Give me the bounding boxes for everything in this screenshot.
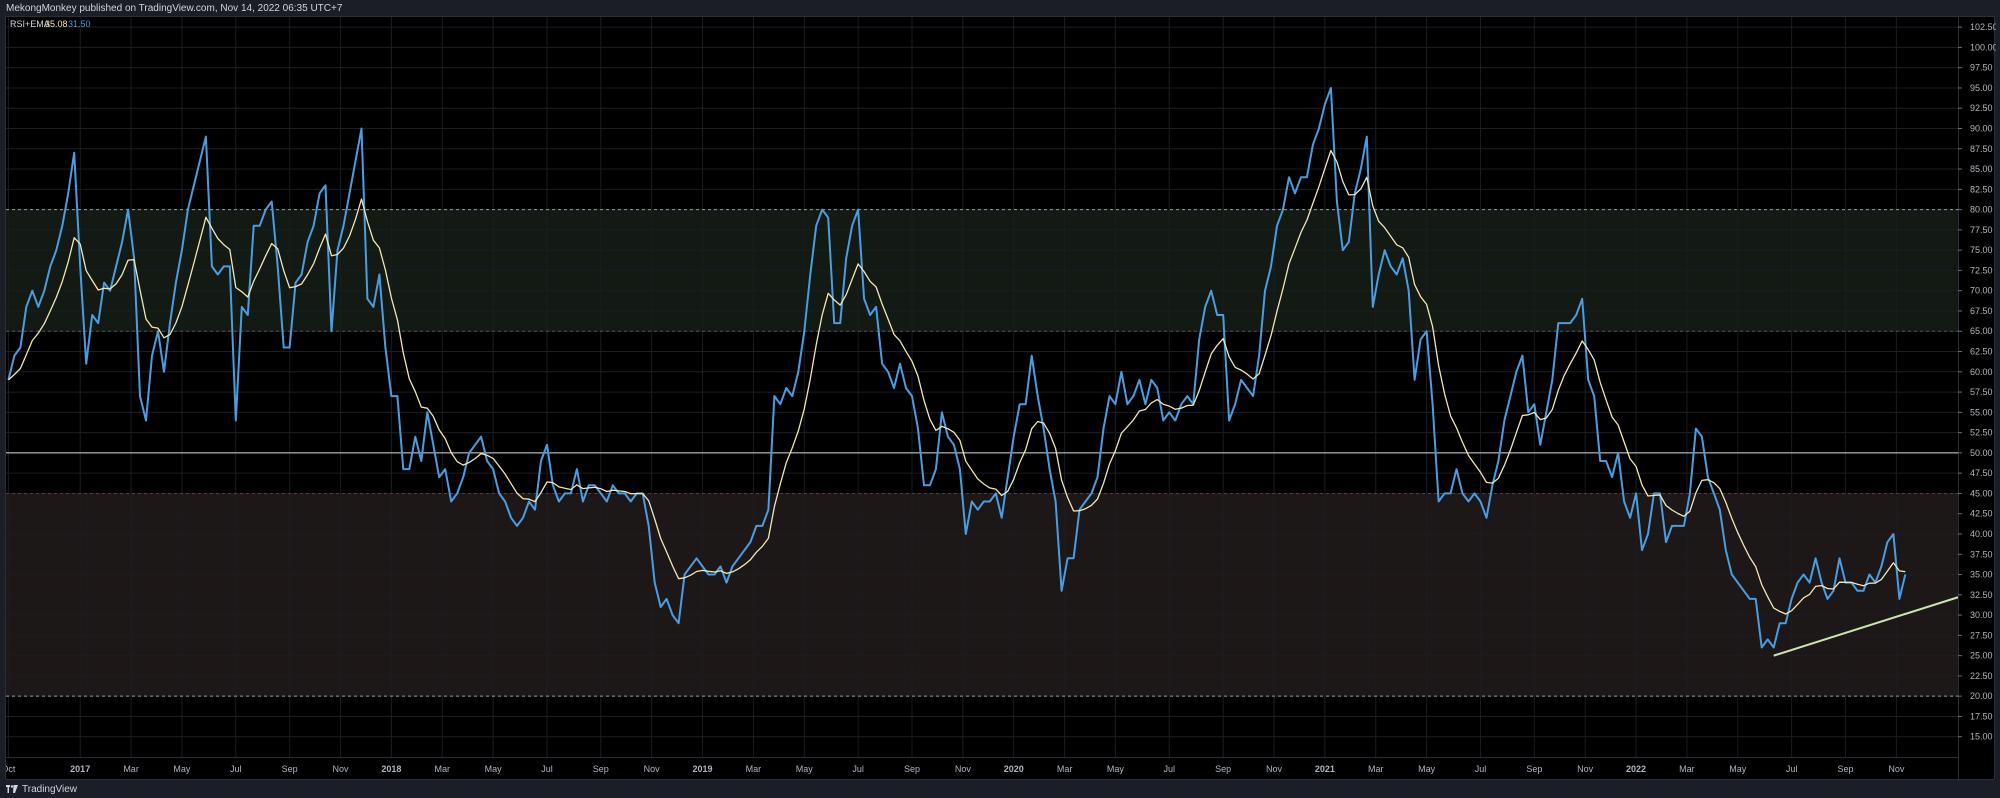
footer: TradingView [6, 782, 77, 796]
legend-ema-value: 31.50 [68, 19, 91, 29]
x-tick-label-35: Sep [1837, 764, 1853, 774]
x-tick-label-17: Sep [904, 764, 920, 774]
y-tick-label-4: 25.00 [1970, 651, 1993, 661]
x-tick-label-3: May [173, 764, 191, 774]
rsi-chart[interactable]: 15.00 17.50 20.00 22.50 25.00 27.50 30.00 32.50… [6, 17, 1996, 781]
x-tick-label-23: Sep [1215, 764, 1231, 774]
x-tick-label-21: May [1107, 764, 1125, 774]
y-tick-label-6: 30.00 [1970, 610, 1993, 620]
x-tick-label-0: Oct [6, 764, 16, 774]
x-axis: Oct 2017 Mar May Jul Sep Nov 2018 Mar May Jul Sep No… [6, 757, 1958, 774]
y-tick-label-22: 70.00 [1970, 286, 1993, 296]
x-tick-label-26: Mar [1368, 764, 1384, 774]
x-tick-label-8: Mar [434, 764, 450, 774]
y-tick-label-11: 42.50 [1970, 509, 1993, 519]
x-tick-label-19: 2020 [1004, 764, 1024, 774]
y-tick-label-27: 82.50 [1970, 184, 1993, 194]
x-tick-label-22: Jul [1164, 764, 1176, 774]
x-tick-label-24: Nov [1266, 764, 1283, 774]
y-tick-label-5: 27.50 [1970, 630, 1993, 640]
x-tick-label-2: Mar [123, 764, 139, 774]
y-tick-label-9: 37.50 [1970, 549, 1993, 559]
x-tick-label-33: May [1729, 764, 1747, 774]
rsi-line [7, 87, 1907, 649]
x-tick-label-4: Jul [230, 764, 242, 774]
x-tick-label-9: May [485, 764, 503, 774]
x-tick-label-20: Mar [1057, 764, 1073, 774]
footer-brand[interactable]: TradingView [22, 783, 78, 795]
x-tick-label-10: Jul [541, 764, 553, 774]
y-tick-label-35: 102.50 [1970, 22, 1996, 32]
y-axis: 15.00 17.50 20.00 22.50 25.00 27.50 30.00 32.50… [1958, 17, 1996, 781]
y-tick-label-33: 97.50 [1970, 63, 1993, 73]
x-tick-label-32: Mar [1679, 764, 1695, 774]
x-tick-label-6: Nov [333, 764, 350, 774]
publish-info: MekongMonkey published on TradingView.co… [6, 3, 343, 14]
y-tick-label-19: 62.50 [1970, 347, 1993, 357]
legend: RSI+EMA 35.08 31.50 [10, 19, 91, 29]
x-tick-label-27: May [1418, 764, 1436, 774]
x-tick-label-29: Sep [1526, 764, 1542, 774]
x-tick-label-13: 2019 [693, 764, 713, 774]
y-tick-label-20: 65.00 [1970, 326, 1993, 336]
y-tick-label-10: 40.00 [1970, 529, 1993, 539]
y-tick-label-13: 47.50 [1970, 468, 1993, 478]
x-tick-label-18: Nov [955, 764, 972, 774]
x-tick-label-14: Mar [746, 764, 762, 774]
x-tick-label-31: 2022 [1626, 764, 1646, 774]
y-tick-label-24: 75.00 [1970, 245, 1993, 255]
legend-rsi-value: 35.08 [45, 19, 68, 29]
y-tick-label-7: 32.50 [1970, 590, 1993, 600]
y-tick-label-0: 15.00 [1970, 732, 1993, 742]
x-tick-label-11: Sep [593, 764, 609, 774]
y-tick-label-26: 80.00 [1970, 205, 1993, 215]
y-tick-label-15: 52.50 [1970, 428, 1993, 438]
y-tick-label-32: 95.00 [1970, 83, 1993, 93]
y-tick-label-3: 22.50 [1970, 671, 1993, 681]
y-tick-label-31: 92.50 [1970, 103, 1993, 113]
y-tick-label-2: 20.00 [1970, 691, 1993, 701]
y-tick-label-21: 67.50 [1970, 306, 1993, 316]
legend-name[interactable]: RSI+EMA [10, 19, 50, 29]
y-tick-label-30: 90.00 [1970, 124, 1993, 134]
y-tick-label-12: 45.00 [1970, 488, 1993, 498]
y-tick-label-8: 35.00 [1970, 570, 1993, 580]
x-tick-label-16: Jul [852, 764, 864, 774]
x-tick-label-30: Nov [1577, 764, 1594, 774]
x-tick-label-34: Jul [1786, 764, 1798, 774]
support-trendline [1773, 596, 1959, 657]
y-tick-label-25: 77.50 [1970, 225, 1993, 235]
grid-layer [6, 17, 1958, 757]
y-tick-label-29: 87.50 [1970, 144, 1993, 154]
x-tick-label-28: Jul [1475, 764, 1487, 774]
y-tick-label-28: 85.00 [1970, 164, 1993, 174]
y-tick-label-23: 72.50 [1970, 265, 1993, 275]
y-tick-label-18: 60.00 [1970, 367, 1993, 377]
chart-panel[interactable]: 15.00 17.50 20.00 22.50 25.00 27.50 30.00 32.50… [5, 16, 1996, 781]
y-tick-label-1: 17.50 [1970, 711, 1993, 721]
y-tick-label-34: 100.00 [1970, 42, 1996, 52]
x-tick-label-25: 2021 [1315, 764, 1335, 774]
x-tick-label-36: Nov [1888, 764, 1905, 774]
x-tick-label-12: Nov [644, 764, 661, 774]
series-layer [7, 87, 1959, 657]
ema-line [7, 149, 1906, 615]
x-tick-label-7: 2018 [381, 764, 401, 774]
x-tick-label-5: Sep [282, 764, 298, 774]
tradingview-logo-icon[interactable] [6, 785, 18, 793]
y-tick-label-17: 57.50 [1970, 387, 1993, 397]
x-tick-label-15: May [796, 764, 814, 774]
x-tick-label-1: 2017 [70, 764, 90, 774]
y-tick-label-16: 55.00 [1970, 407, 1993, 417]
y-tick-label-14: 50.00 [1970, 448, 1993, 458]
